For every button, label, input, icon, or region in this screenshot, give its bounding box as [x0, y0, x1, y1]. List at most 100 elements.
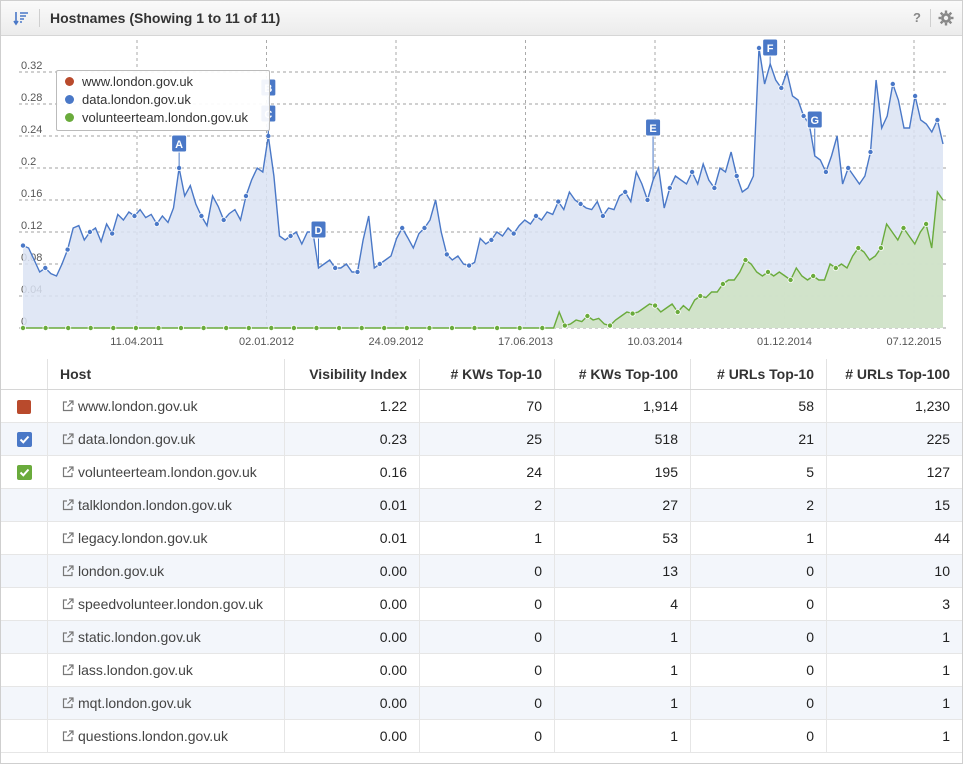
- external-link-icon[interactable]: [62, 697, 74, 709]
- data-point[interactable]: [132, 324, 139, 331]
- legend-item-data[interactable]: data.london.gov.uk: [65, 92, 191, 110]
- data-point[interactable]: [421, 224, 428, 231]
- external-link-icon[interactable]: [62, 400, 74, 412]
- data-point[interactable]: [934, 117, 941, 124]
- data-point[interactable]: [110, 324, 117, 331]
- data-point[interactable]: [733, 172, 740, 179]
- external-link-icon[interactable]: [62, 631, 74, 643]
- table-row[interactable]: www.london.gov.uk 1.22 70 1,914 58 1,230: [1, 389, 962, 423]
- sort-icon[interactable]: [13, 10, 29, 26]
- data-point[interactable]: [313, 324, 320, 331]
- host-link[interactable]: volunteerteam.london.gov.uk: [78, 464, 257, 480]
- row-select-cell[interactable]: [1, 488, 48, 522]
- column-header-urls-top10[interactable]: # URLs Top-10: [690, 359, 827, 390]
- data-point[interactable]: [381, 324, 388, 331]
- data-point[interactable]: [599, 212, 606, 219]
- table-row[interactable]: volunteerteam.london.gov.uk 0.16 24 195 5 127: [1, 455, 962, 489]
- series-checkbox-icon[interactable]: [16, 432, 32, 448]
- external-link-icon[interactable]: [62, 499, 74, 511]
- data-point[interactable]: [644, 196, 651, 203]
- data-point[interactable]: [488, 236, 495, 243]
- data-point[interactable]: [65, 324, 72, 331]
- row-select-cell[interactable]: [1, 686, 48, 720]
- annotation-flag[interactable]: [310, 220, 327, 239]
- external-link-icon[interactable]: [62, 730, 74, 742]
- data-point[interactable]: [697, 292, 704, 299]
- data-point[interactable]: [426, 324, 433, 331]
- data-point[interactable]: [539, 324, 546, 331]
- column-header-kws-top100[interactable]: # KWs Top-100: [554, 359, 691, 390]
- annotation-flag[interactable]: [171, 134, 188, 153]
- data-point[interactable]: [584, 312, 591, 319]
- external-link-icon[interactable]: [62, 433, 74, 445]
- host-link[interactable]: legacy.london.gov.uk: [78, 530, 208, 546]
- row-select-cell[interactable]: [1, 653, 48, 687]
- row-select-cell[interactable]: [1, 455, 48, 489]
- data-point[interactable]: [912, 93, 919, 100]
- data-point[interactable]: [756, 44, 763, 51]
- data-point[interactable]: [376, 260, 383, 267]
- external-link-icon[interactable]: [62, 466, 74, 478]
- series-color-swatch[interactable]: [17, 400, 31, 415]
- data-point[interactable]: [867, 149, 874, 156]
- table-row[interactable]: speedvolunteer.london.gov.uk 0.00 0 4 0 3: [1, 587, 962, 621]
- column-header-visibility-index[interactable]: Visibility Index: [284, 359, 420, 390]
- annotation-flag[interactable]: [645, 118, 662, 137]
- data-point[interactable]: [220, 216, 227, 223]
- host-link[interactable]: static.london.gov.uk: [78, 629, 201, 645]
- data-point[interactable]: [787, 276, 794, 283]
- data-point[interactable]: [42, 324, 49, 331]
- data-point[interactable]: [810, 272, 817, 279]
- row-select-cell[interactable]: [1, 521, 48, 555]
- data-point[interactable]: [845, 164, 852, 171]
- data-point[interactable]: [555, 198, 562, 205]
- table-row[interactable]: static.london.gov.uk 0.00 0 1 0 1: [1, 620, 962, 654]
- data-point[interactable]: [516, 324, 523, 331]
- table-row[interactable]: data.london.gov.uk 0.23 25 518 21 225: [1, 422, 962, 456]
- data-point[interactable]: [245, 324, 252, 331]
- help-icon[interactable]: ?: [913, 10, 921, 25]
- host-link[interactable]: speedvolunteer.london.gov.uk: [78, 596, 263, 612]
- host-link[interactable]: data.london.gov.uk: [78, 431, 196, 447]
- data-point[interactable]: [510, 230, 517, 237]
- row-select-cell[interactable]: [1, 620, 48, 654]
- host-link[interactable]: lass.london.gov.uk: [78, 662, 193, 678]
- table-row[interactable]: lass.london.gov.uk 0.00 0 1 0 1: [1, 653, 962, 687]
- data-point[interactable]: [131, 212, 138, 219]
- annotation-flag[interactable]: [806, 110, 823, 129]
- data-point[interactable]: [855, 244, 862, 251]
- data-point[interactable]: [622, 188, 629, 195]
- gear-icon[interactable]: [938, 10, 954, 26]
- host-link[interactable]: www.london.gov.uk: [78, 398, 198, 414]
- data-point[interactable]: [177, 324, 184, 331]
- data-point[interactable]: [674, 308, 681, 315]
- external-link-icon[interactable]: [62, 664, 74, 676]
- series-checkbox-icon[interactable]: [16, 465, 32, 481]
- external-link-icon[interactable]: [62, 598, 74, 610]
- data-point[interactable]: [711, 184, 718, 191]
- data-point[interactable]: [109, 230, 116, 237]
- column-header-host[interactable]: Host: [47, 359, 285, 390]
- host-link[interactable]: london.gov.uk: [78, 563, 165, 579]
- data-point[interactable]: [332, 264, 339, 271]
- data-point[interactable]: [198, 212, 205, 219]
- data-point[interactable]: [923, 220, 930, 227]
- row-select-cell[interactable]: [1, 719, 48, 753]
- host-link[interactable]: mqt.london.gov.uk: [78, 695, 192, 711]
- data-point[interactable]: [494, 324, 501, 331]
- external-link-icon[interactable]: [62, 532, 74, 544]
- data-point[interactable]: [778, 85, 785, 92]
- row-select-cell[interactable]: [1, 389, 48, 423]
- column-header-urls-top100[interactable]: # URLs Top-100: [826, 359, 962, 390]
- data-point[interactable]: [832, 264, 839, 271]
- data-point[interactable]: [42, 264, 49, 271]
- annotation-flag[interactable]: [762, 38, 779, 57]
- table-row[interactable]: legacy.london.gov.uk 0.01 1 53 1 44: [1, 521, 962, 555]
- data-point[interactable]: [822, 168, 829, 175]
- legend-item-www[interactable]: www.london.gov.uk: [65, 74, 193, 92]
- data-point[interactable]: [242, 192, 249, 199]
- data-point[interactable]: [87, 324, 94, 331]
- data-point[interactable]: [742, 256, 749, 263]
- data-point[interactable]: [153, 220, 160, 227]
- data-point[interactable]: [399, 224, 406, 231]
